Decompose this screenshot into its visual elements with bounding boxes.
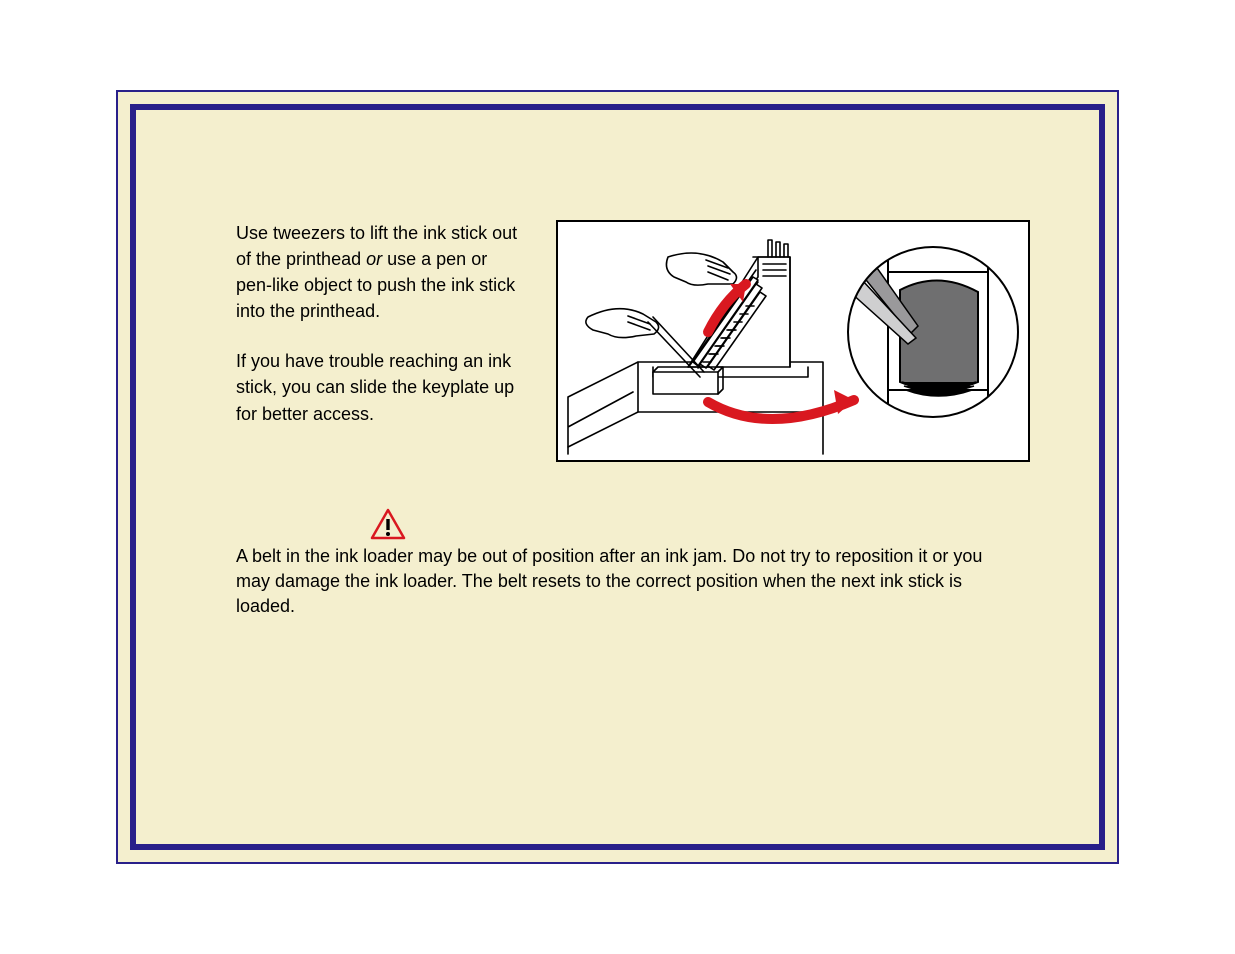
instruction-text: Use tweezers to lift the ink stick out o… [236, 220, 526, 451]
instruction-p1-or: or [366, 249, 382, 269]
detail-view [848, 247, 1018, 417]
document-page: Use tweezers to lift the ink stick out o… [0, 0, 1235, 954]
warning-text: A belt in the ink loader may be out of p… [236, 544, 986, 620]
instruction-paragraph-2: If you have trouble reaching an ink stic… [236, 348, 526, 426]
inner-frame: Use tweezers to lift the ink stick out o… [130, 104, 1105, 850]
illustration [556, 220, 1030, 462]
instruction-paragraph-1: Use tweezers to lift the ink stick out o… [236, 220, 526, 324]
content-row: Use tweezers to lift the ink stick out o… [236, 220, 1009, 462]
warning-icon [370, 508, 986, 540]
illustration-svg [558, 222, 1028, 460]
outer-frame: Use tweezers to lift the ink stick out o… [116, 90, 1119, 864]
warning-block: A belt in the ink loader may be out of p… [236, 508, 986, 620]
